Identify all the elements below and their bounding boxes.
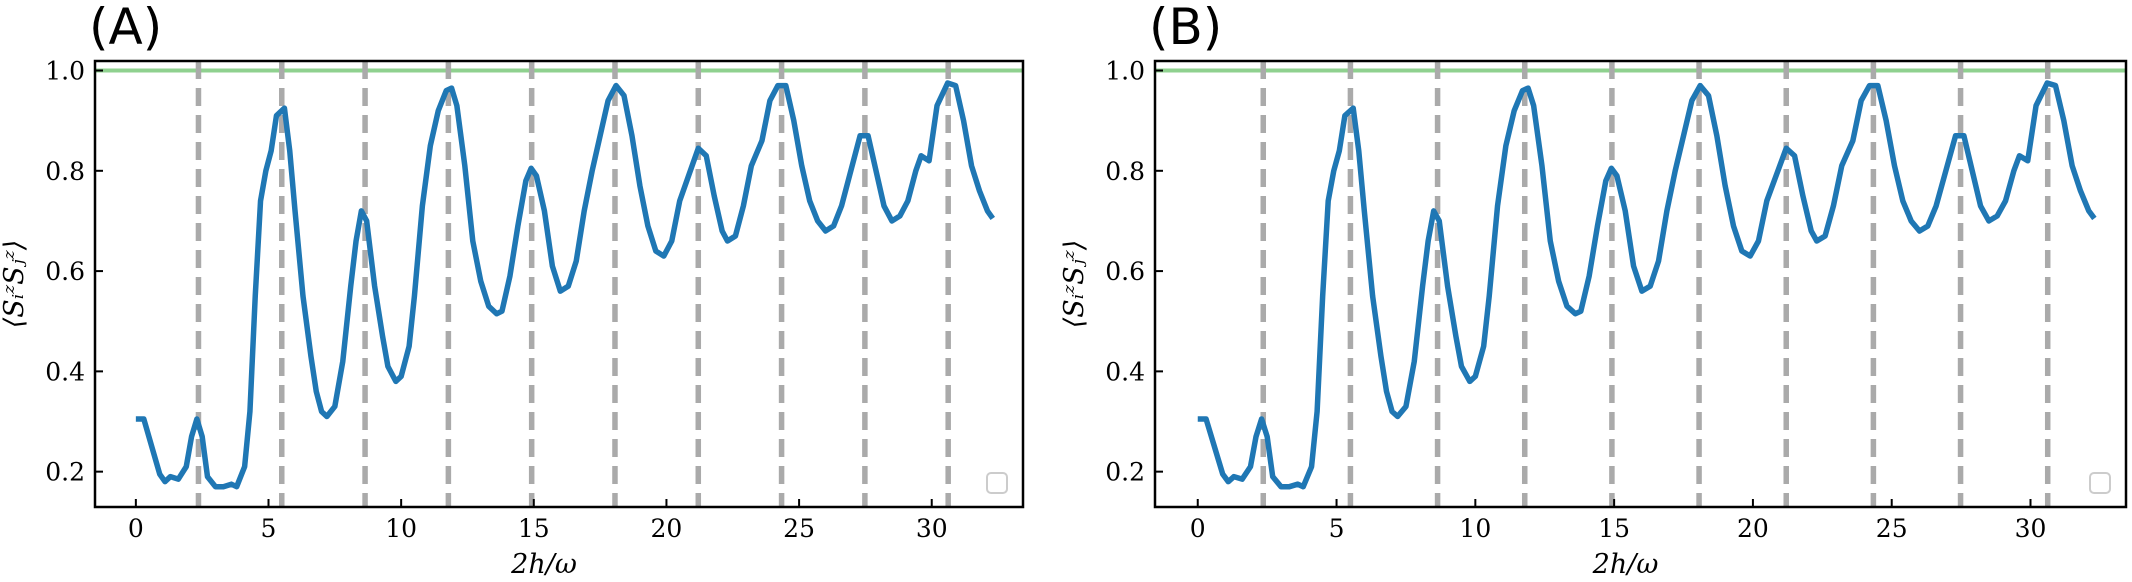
data-line [1197,80,2097,490]
y-tick-label: 0.4 [1105,357,1145,386]
y-axis-label: ⟨SᵢᶻSⱼᶻ⟩ [1059,240,1090,329]
x-tick-label: 10 [1459,514,1491,543]
legend-box [986,472,1008,494]
x-tick-label: 20 [651,514,683,543]
y-tick-label: 0.8 [45,157,85,186]
y-tick-label: 1.0 [1105,57,1145,86]
x-tick-label: 0 [1190,514,1206,543]
x-tick-label: 5 [261,514,277,543]
y-tick-label: 0.2 [1105,458,1145,487]
panel-title: (B) [1149,0,1222,56]
x-tick-label: 25 [783,514,815,543]
x-tick-label: 5 [1329,514,1345,543]
x-tick-label: 15 [518,514,550,543]
x-tick-label: 15 [1598,514,1630,543]
x-tick-label: 10 [385,514,417,543]
plot-frame [1153,59,2128,509]
panel-title: (A) [89,0,162,56]
y-tick-label: 0.4 [45,357,85,386]
y-tick-label: 1.0 [45,57,85,86]
y-axis-label: ⟨SᵢᶻSⱼᶻ⟩ [0,240,30,329]
x-tick-label: 30 [916,514,948,543]
y-tick-label: 0.8 [1105,157,1145,186]
legend-box [2089,472,2111,494]
x-tick-label: 0 [128,514,144,543]
data-line [135,80,996,490]
y-tick-label: 0.6 [1105,257,1145,286]
y-tick-label: 0.6 [45,257,85,286]
x-tick-label: 20 [1737,514,1769,543]
x-tick-label: 30 [2015,514,2047,543]
x-axis-label: 2h/ω [510,549,577,580]
x-axis-label: 2h/ω [1592,549,1659,580]
x-tick-label: 25 [1876,514,1908,543]
plot-frame [93,59,1025,509]
y-tick-label: 0.2 [45,458,85,487]
